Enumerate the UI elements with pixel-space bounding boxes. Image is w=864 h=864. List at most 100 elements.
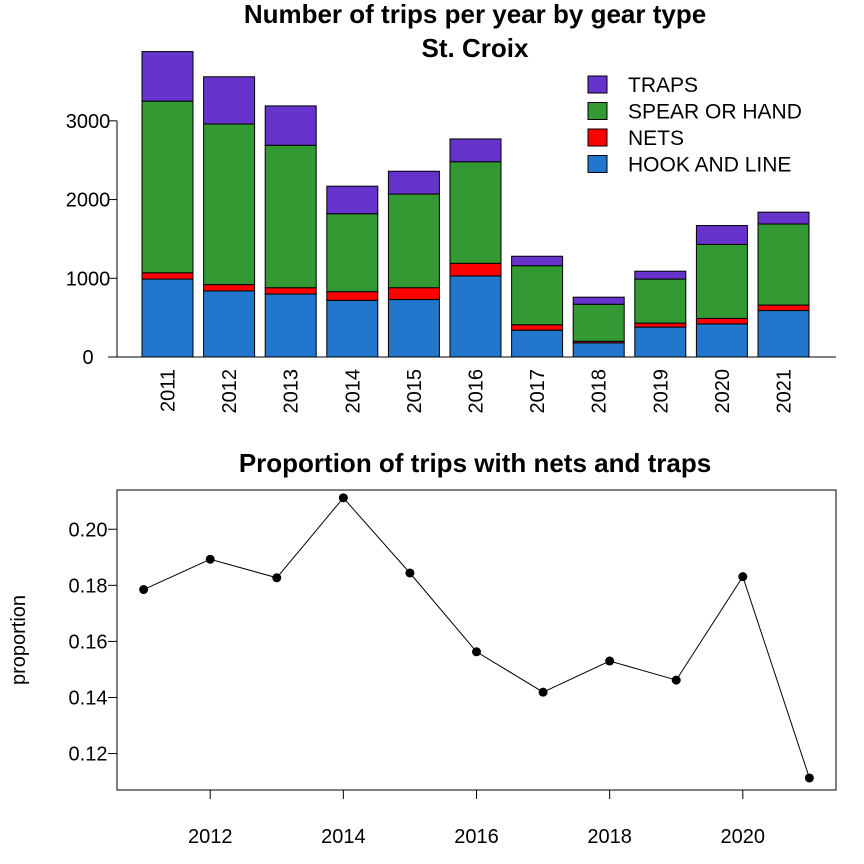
data-point	[472, 647, 481, 657]
bar-chart: Number of trips per year by gear type St…	[66, 0, 836, 414]
bar-segment	[511, 265, 564, 326]
line-y-axis-title: proportion	[8, 595, 30, 685]
bar-segment	[203, 290, 256, 358]
line-x-tick-label: 2018	[587, 826, 632, 848]
bar-y-tick-label: 2000	[66, 190, 111, 212]
bar-segment	[634, 322, 687, 328]
line-y-tick-label: 0.12	[69, 744, 108, 766]
bar-segment	[695, 323, 748, 358]
series-line	[143, 497, 810, 779]
line-y-tick-label: 0.18	[69, 575, 108, 597]
legend-label: HOOK AND LINE	[628, 154, 791, 177]
bar-segment	[264, 144, 317, 289]
data-point	[671, 675, 681, 685]
bar-plot-area	[141, 51, 810, 358]
bar-segment	[695, 243, 748, 319]
line-plot-frame	[116, 489, 837, 791]
line-y-ticks: 0.12 0.14 0.16 0.18 0.20	[69, 519, 117, 766]
line-y-tick-label: 0.14	[69, 687, 108, 709]
bar-segment	[572, 342, 625, 358]
bar-x-tick-label: 2015	[404, 369, 426, 414]
bar-segment	[511, 329, 564, 358]
bar-segment	[757, 304, 810, 312]
bar-segment	[757, 310, 810, 358]
bar-y-tick-label: 1000	[66, 268, 111, 290]
bar-x-tick-label: 2011	[158, 369, 180, 412]
bar-segment	[695, 317, 748, 325]
bar-x-tick-label: 2018	[589, 369, 611, 414]
legend-label: SPEAR OR HAND	[628, 101, 802, 124]
line-x-tick-label: 2020	[721, 826, 766, 848]
line-x-tick-label: 2016	[454, 826, 499, 848]
bar-x-tick-label: 2013	[281, 369, 303, 414]
bar-segment	[634, 326, 687, 358]
data-point	[538, 687, 548, 697]
bar-segment	[387, 193, 440, 289]
data-point	[804, 773, 814, 783]
data-point	[405, 568, 415, 578]
bar-segment	[695, 225, 748, 245]
line-chart: Proportion of trips with nets and traps …	[8, 448, 837, 848]
bar-segment	[141, 272, 194, 280]
line-x-ticks: 2012 2014 2016 2018 2020	[188, 790, 765, 848]
data-point	[738, 572, 748, 582]
bar-segment	[757, 223, 810, 306]
bar-chart-subtitle: St. Croix	[422, 33, 529, 63]
bar-segment	[757, 211, 810, 225]
bar-chart-title: Number of trips per year by gear type	[244, 0, 706, 29]
bar-segment	[449, 262, 502, 277]
bar-segment	[511, 324, 564, 331]
line-x-tick-label: 2014	[321, 826, 366, 848]
bar-x-tick-label: 2021	[774, 369, 796, 414]
line-plot-area	[139, 493, 814, 783]
bar-x-tick-label: 2014	[342, 369, 364, 414]
bar-x-tick-label: 2017	[527, 369, 549, 414]
bar-y-tick-label: 3000	[66, 111, 111, 133]
data-point	[272, 573, 282, 583]
bar-segment	[203, 76, 256, 125]
bar-segment	[264, 287, 317, 295]
bar-x-labels: 2011 2012 2013 2014 2015 2016 2017 2018 2019 2020…	[158, 369, 796, 414]
legend-swatch	[587, 102, 608, 120]
legend-label: NETS	[628, 127, 684, 150]
bar-y-ticks: 0 1000 2000 3000	[66, 111, 117, 369]
bar-segment	[264, 293, 317, 358]
legend-swatch	[587, 128, 608, 147]
bar-segment	[387, 170, 440, 195]
legend-swatch	[587, 75, 608, 94]
bar-segment	[326, 213, 379, 293]
bar-segment	[511, 255, 564, 267]
bar-x-tick-label: 2019	[650, 369, 672, 414]
bar-segment	[264, 105, 317, 146]
bar-segment	[203, 123, 256, 286]
bar-segment	[449, 161, 502, 264]
data-point	[338, 493, 348, 503]
line-y-tick-label: 0.16	[69, 631, 108, 653]
bar-x-tick-label: 2016	[466, 369, 488, 414]
data-point	[605, 656, 615, 666]
bar-segment	[449, 275, 502, 358]
bar-segment	[326, 299, 379, 358]
bar-y-tick-label: 0	[82, 347, 93, 369]
line-y-tick-label: 0.20	[69, 519, 108, 541]
bar-x-tick-label: 2020	[712, 369, 734, 414]
bar-legend: TRAPS SPEAR OR HAND NETS HOOK AND LINE	[587, 74, 802, 177]
bar-segment	[634, 278, 687, 324]
data-point	[139, 585, 149, 595]
bar-segment	[326, 291, 379, 301]
bar-segment	[203, 284, 256, 292]
legend-swatch	[587, 155, 608, 173]
legend-label: TRAPS	[628, 74, 698, 97]
bar-segment	[387, 287, 440, 301]
data-point	[205, 554, 215, 564]
line-chart-title: Proportion of trips with nets and traps	[239, 448, 711, 478]
bar-segment	[634, 270, 687, 280]
bar-segment	[141, 100, 194, 274]
line-x-tick-label: 2012	[188, 826, 233, 848]
bar-segment	[572, 296, 625, 305]
bar-segment	[326, 185, 379, 215]
bar-segment	[572, 303, 625, 342]
bar-segment	[387, 299, 440, 358]
bar-segment	[141, 278, 194, 358]
